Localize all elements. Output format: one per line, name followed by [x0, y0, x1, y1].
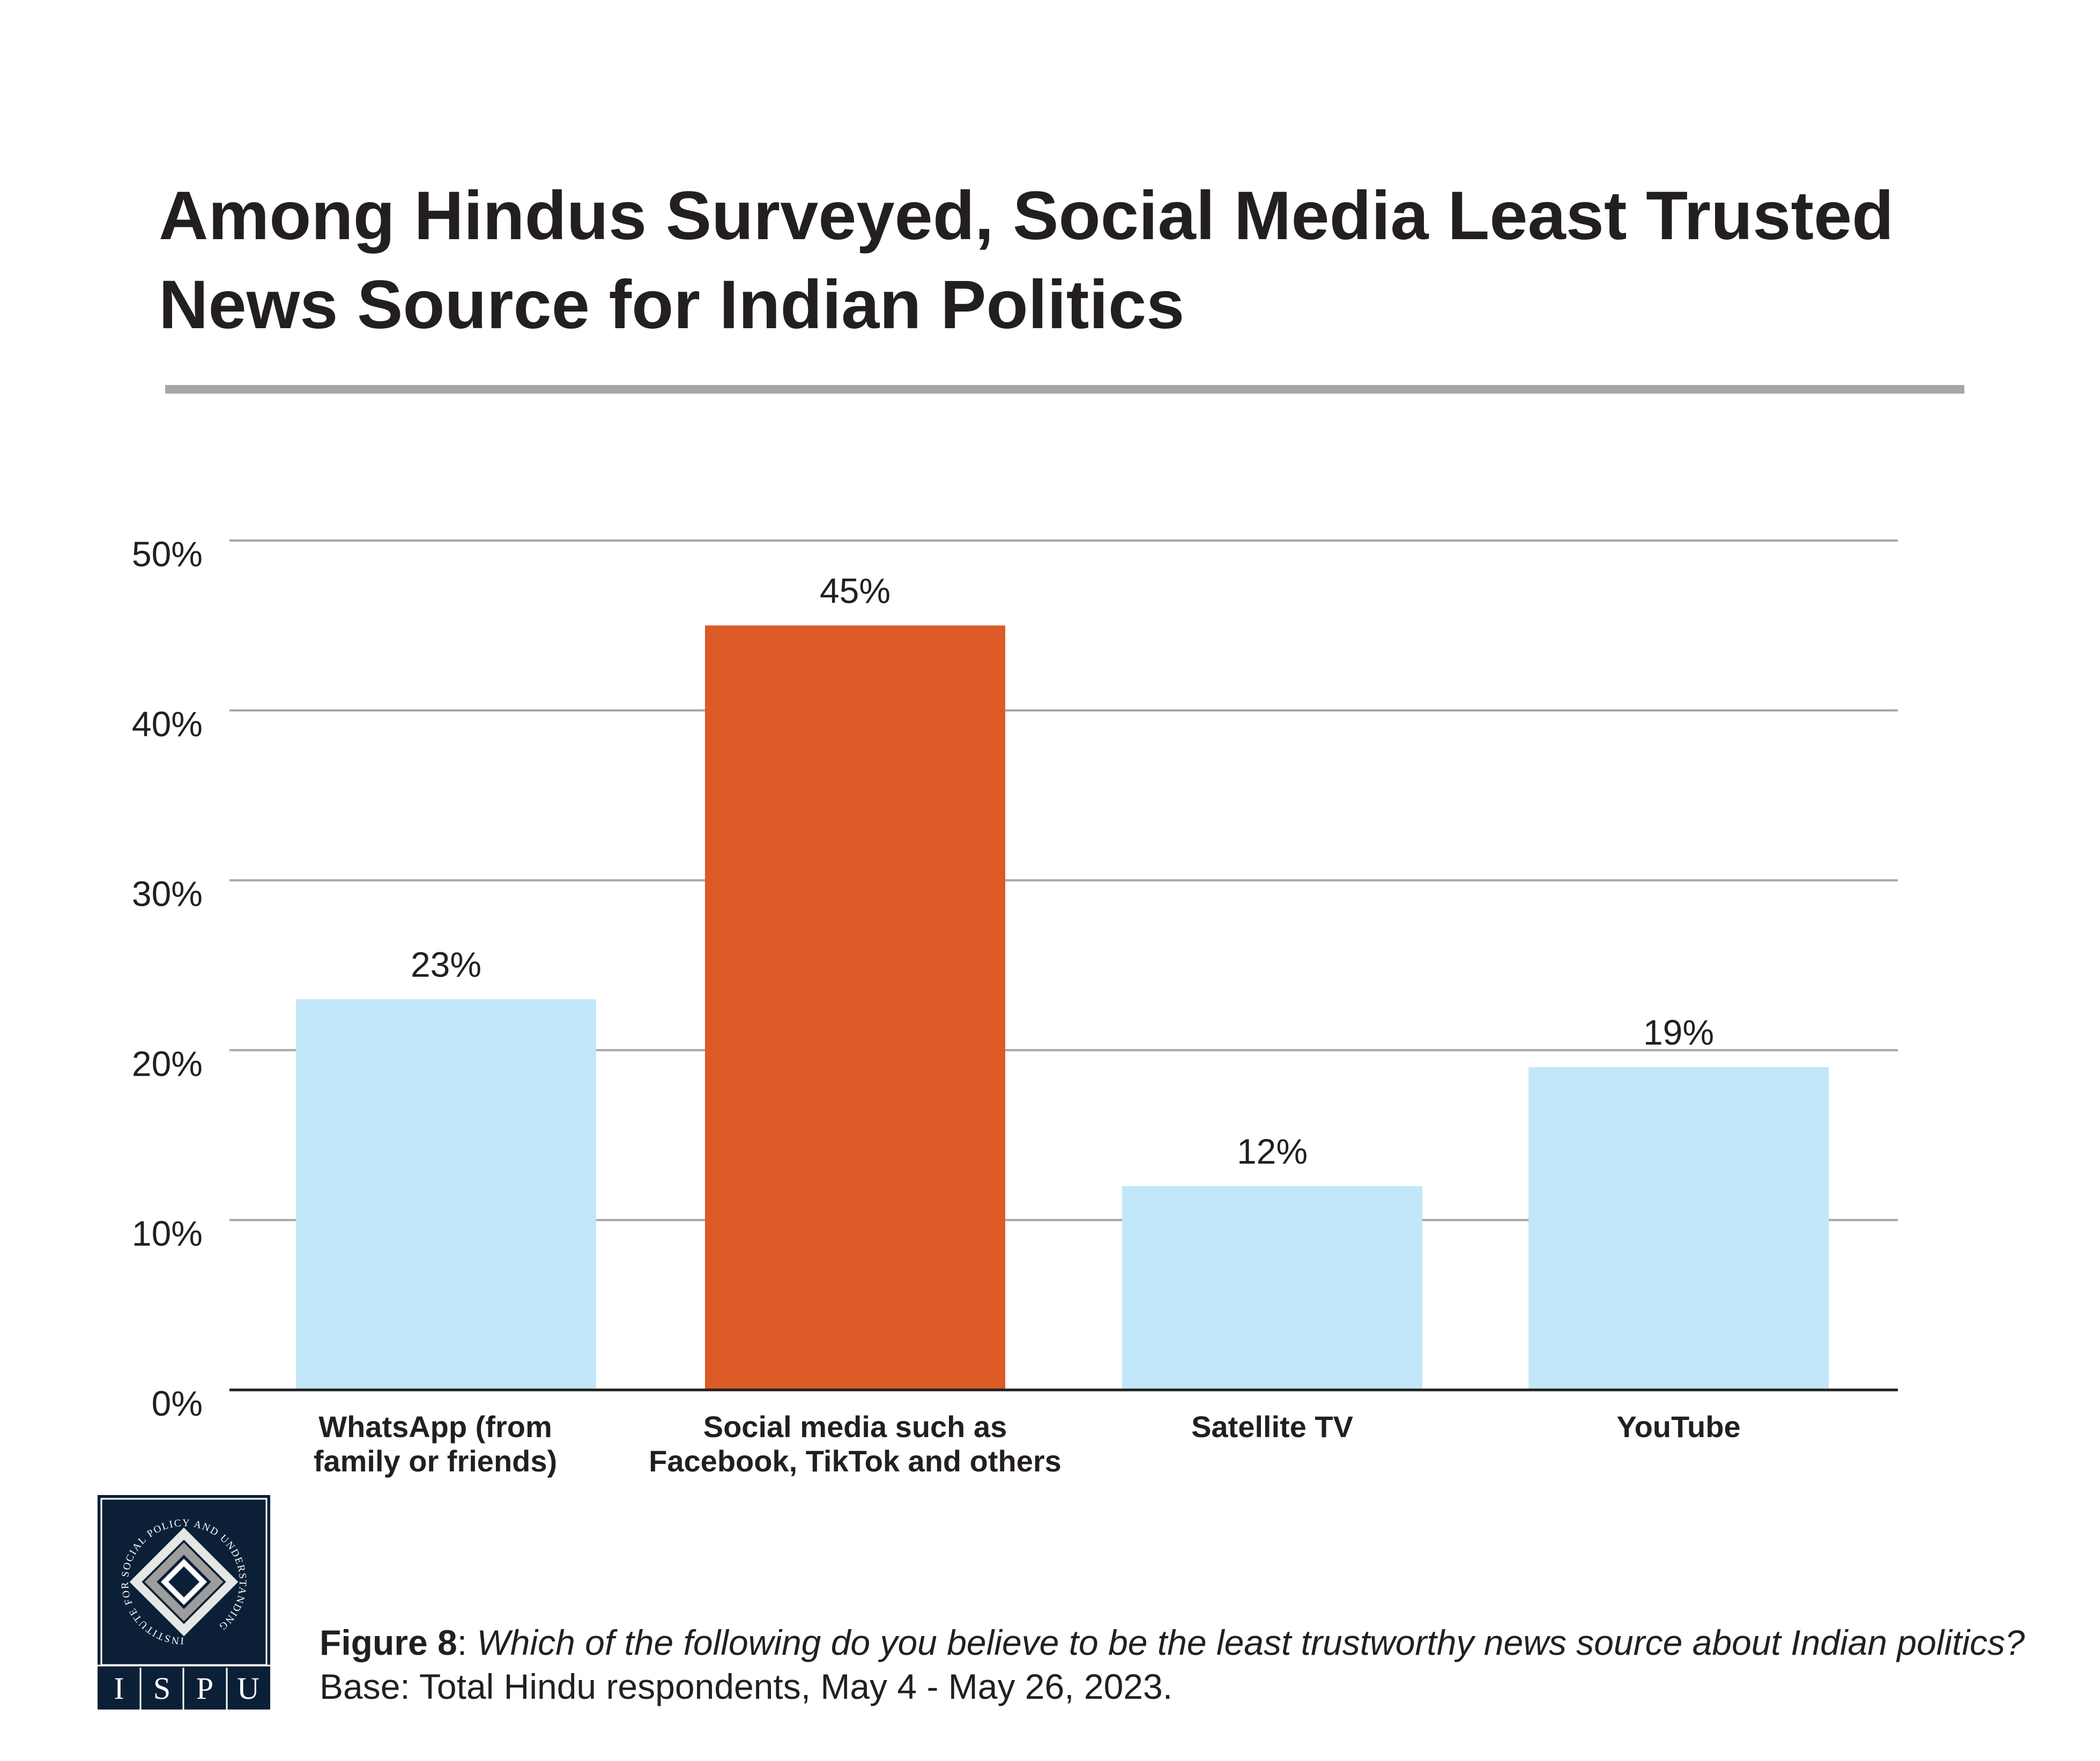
bar [1122, 1186, 1422, 1390]
x-category-label: family or friends) [314, 1444, 557, 1478]
ispu-logo: INSTITUTE FOR SOCIAL POLICY AND UNDERSTA… [98, 1495, 270, 1710]
y-tick-label: 40% [132, 704, 203, 744]
title-divider [165, 385, 1964, 394]
bar [705, 625, 1005, 1390]
logo-letter-p: P [196, 1671, 213, 1706]
y-tick-label: 50% [132, 534, 203, 574]
data-label: 45% [820, 571, 891, 610]
chart-title: Among Hindus Surveyed, Social Media Leas… [159, 172, 1982, 350]
caption-base: Base: Total Hindu respondents, May 4 - M… [320, 1667, 1173, 1706]
chart-title-line-1: Among Hindus Surveyed, Social Media Leas… [159, 177, 1894, 254]
x-category-label: WhatsApp (from [318, 1410, 552, 1444]
y-tick-label: 0% [152, 1383, 203, 1423]
caption-figure-number: Figure 8 [320, 1623, 457, 1662]
figure-caption: Figure 8: Which of the following do you … [320, 1621, 2035, 1708]
bars [296, 625, 1829, 1390]
x-category-label: Facebook, TikTok and others [649, 1444, 1062, 1478]
bar [1528, 1067, 1829, 1390]
y-tick-label: 10% [132, 1214, 203, 1253]
x-category-label: Satellite TV [1191, 1410, 1353, 1444]
y-tick-label: 20% [132, 1044, 203, 1083]
data-labels: 23% 45% 12% 19% [411, 571, 1714, 1171]
x-category-label: YouTube [1616, 1410, 1740, 1444]
caption-question: Which of the following do you believe to… [477, 1623, 2025, 1662]
logo-letter-u: U [237, 1671, 259, 1706]
data-label: 19% [1643, 1012, 1714, 1052]
y-tick-label: 30% [132, 874, 203, 914]
bar [296, 999, 596, 1390]
data-label: 23% [411, 944, 481, 984]
logo-letter-s: S [153, 1671, 170, 1706]
x-category-label: Social media such as [703, 1410, 1007, 1444]
logo-letter-i: I [114, 1671, 124, 1706]
caption-colon: : [457, 1623, 477, 1662]
data-label: 12% [1237, 1131, 1308, 1171]
bar-chart: 0% 10% 20% 30% 40% 50% 23% 45% 12% 19% WhatsApp … [132, 534, 1898, 1478]
chart-title-line-2: News Source for Indian Politics [159, 267, 1185, 343]
y-axis-ticks: 0% 10% 20% 30% 40% 50% [132, 534, 203, 1423]
